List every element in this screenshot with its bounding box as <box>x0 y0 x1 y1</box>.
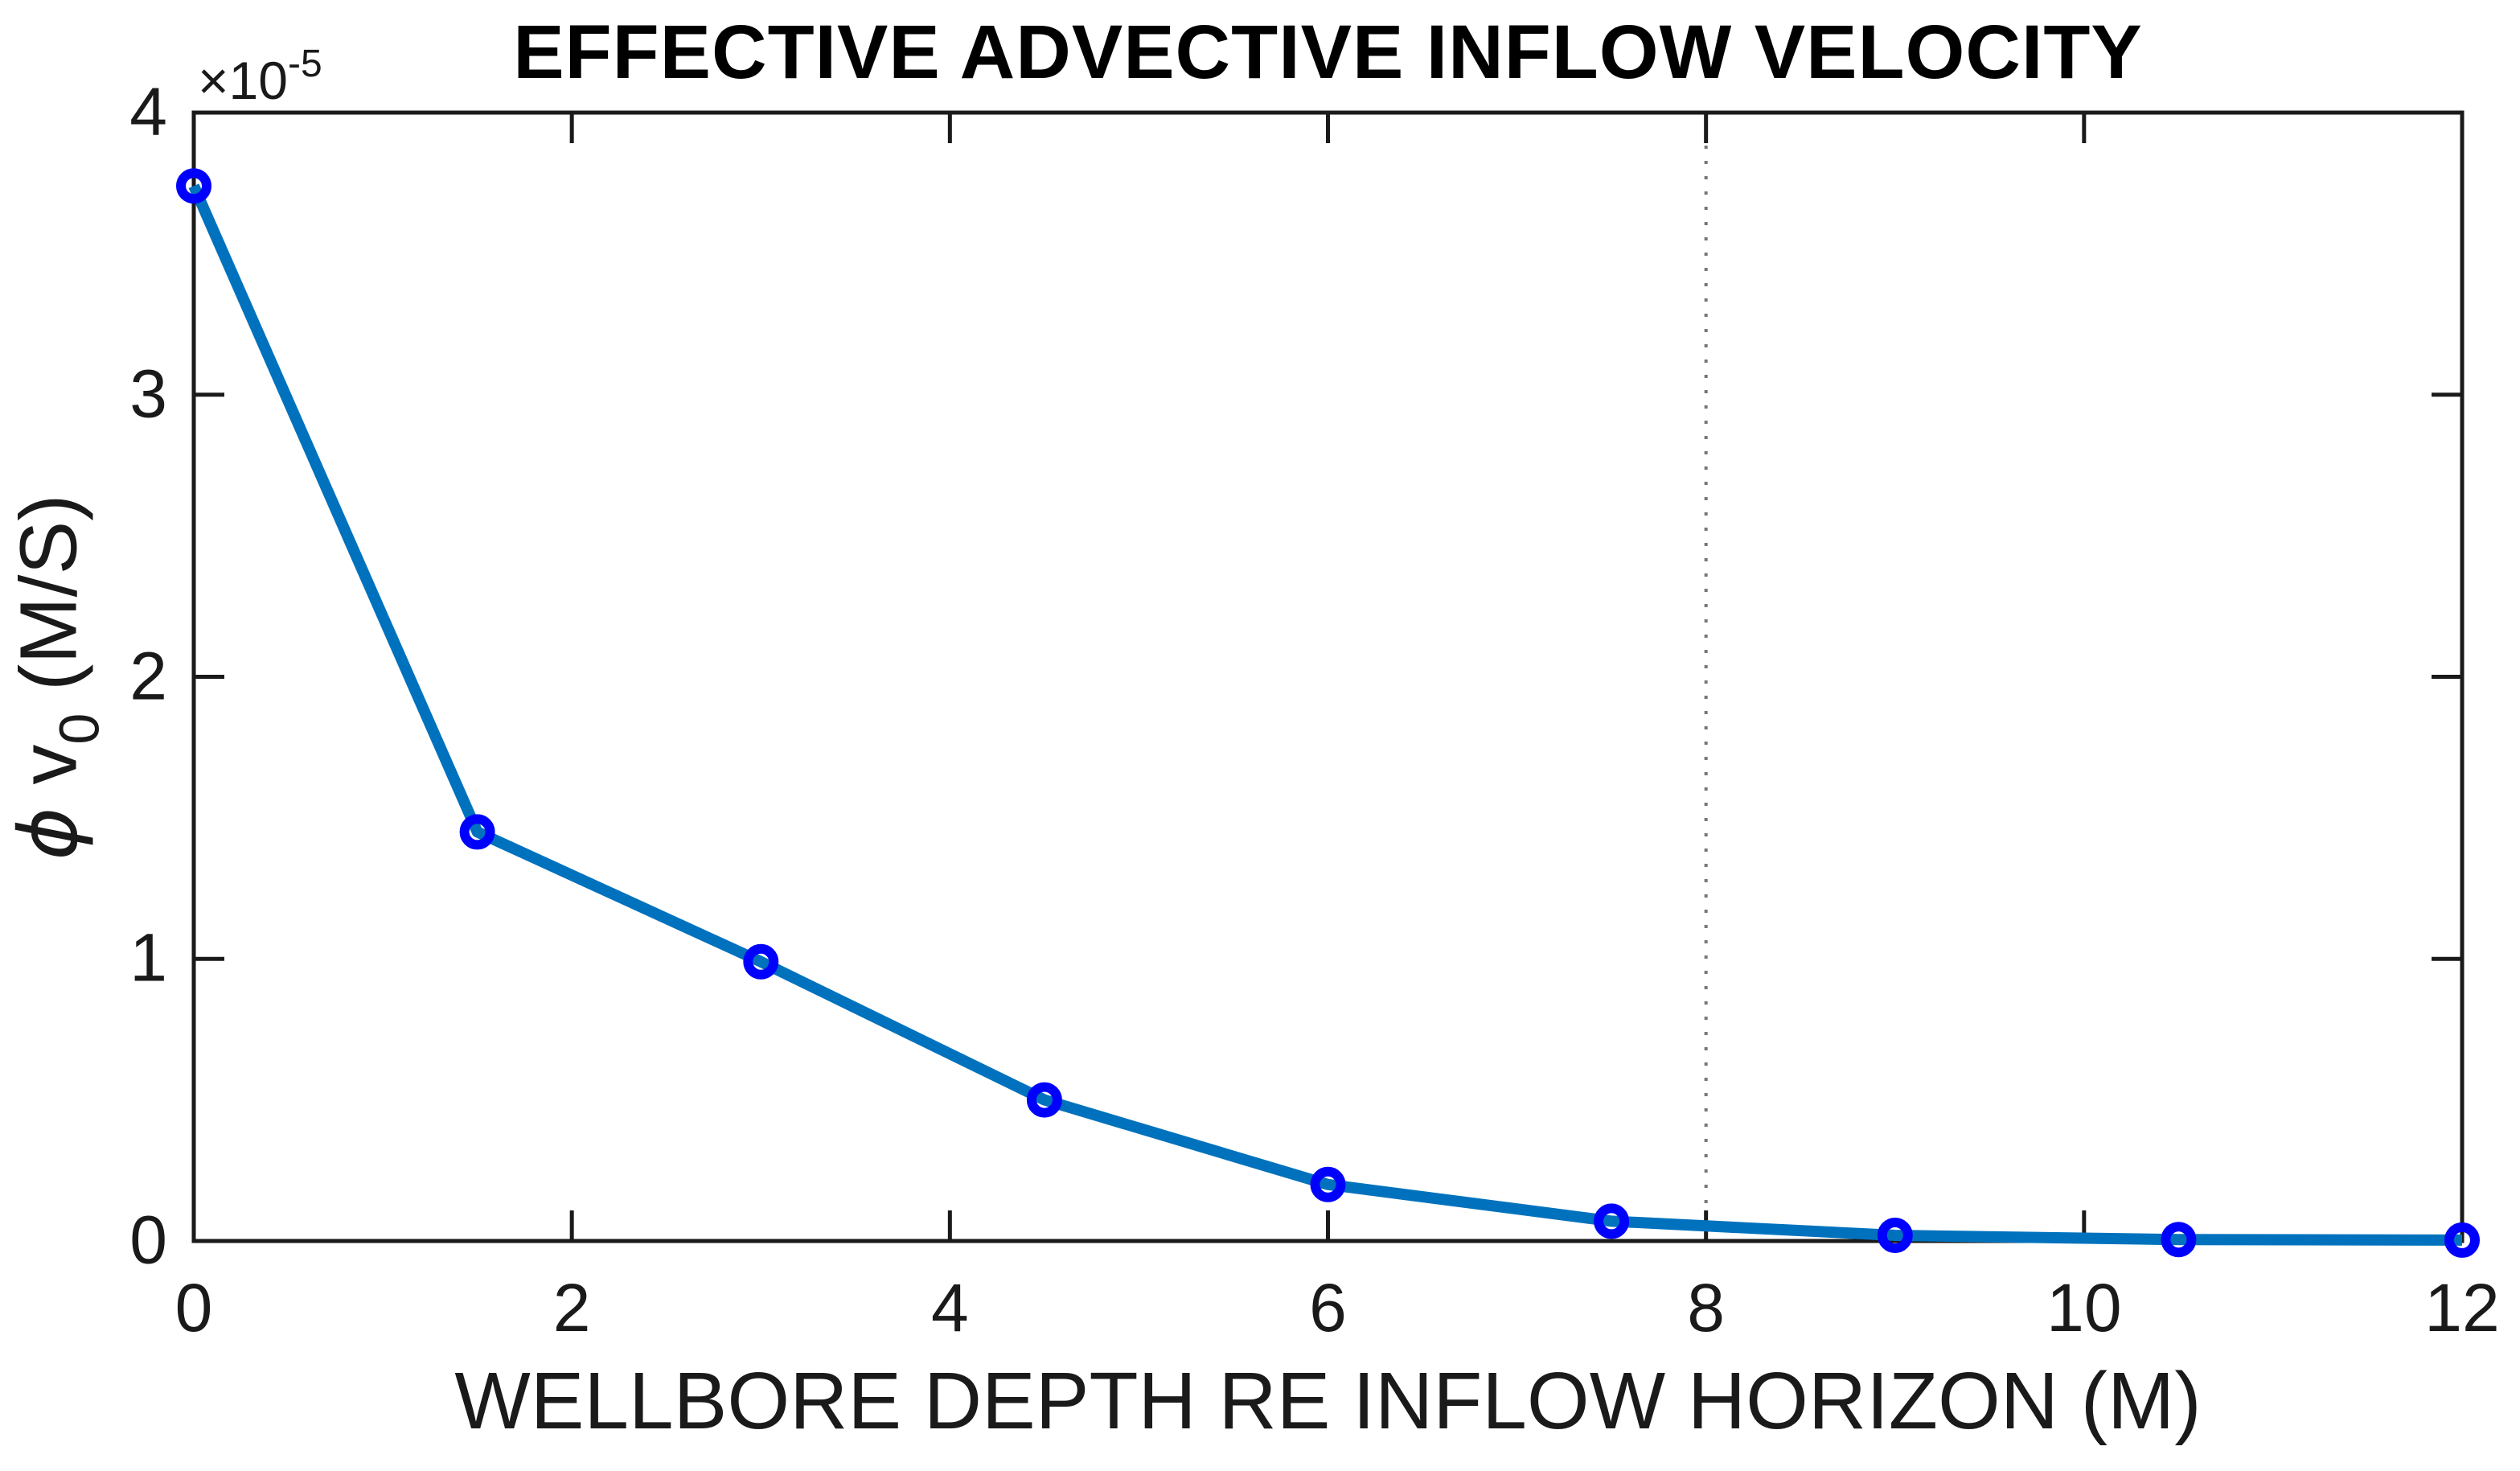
data-point-marker <box>743 943 779 980</box>
data-point-marker <box>176 168 211 204</box>
y-axis-exponent: ×10-5 <box>198 43 322 110</box>
data-point-marker <box>459 814 495 850</box>
chart-title: EFFECTIVE ADVECTIVE INFLOW VELOCITY <box>513 10 2143 95</box>
ylabel-units: (M/S) <box>3 494 94 691</box>
data-point-marker <box>1310 1166 1346 1202</box>
ylabel-space2 <box>4 691 94 713</box>
x-axis-label: WELLBORE DEPTH RE INFLOW HORIZON (M) <box>454 1356 2202 1446</box>
x-tick-label-12: 12 <box>2424 1270 2500 1346</box>
exponent-power: -5 <box>287 43 322 85</box>
data-point-marker <box>2161 1222 2197 1258</box>
data-point-marker <box>1594 1203 1630 1239</box>
data-point-marker <box>2444 1222 2480 1258</box>
x-tick-label-8: 8 <box>1687 1270 1726 1346</box>
y-tick-label-2: 2 <box>129 637 167 713</box>
y-tick-label-0: 0 <box>129 1202 167 1278</box>
x-tick-label-2: 2 <box>552 1270 591 1346</box>
y-tick-label-4: 4 <box>129 73 167 150</box>
ylabel-subscript: 0 <box>47 713 111 745</box>
exponent-base: ×10 <box>198 51 288 110</box>
ylabel-phi-symbol: ϕ <box>1 807 96 861</box>
x-tick-label-4: 4 <box>930 1270 969 1346</box>
x-tick-label-0: 0 <box>174 1270 213 1346</box>
y-tick-label-1: 1 <box>129 919 167 996</box>
ylabel-variable: v <box>3 744 94 785</box>
y-tick-label-3: 3 <box>129 355 167 432</box>
y-axis-label: ϕ v0 (M/S) <box>2 495 111 861</box>
data-point-marker <box>1026 1082 1062 1118</box>
data-line <box>188 183 2463 1246</box>
x-tick-label-6: 6 <box>1309 1270 1347 1346</box>
ylabel-space1 <box>4 785 94 807</box>
plot-box-border <box>191 110 2465 1243</box>
data-point-marker <box>1877 1218 1913 1253</box>
x-tick-label-10: 10 <box>2046 1270 2122 1346</box>
